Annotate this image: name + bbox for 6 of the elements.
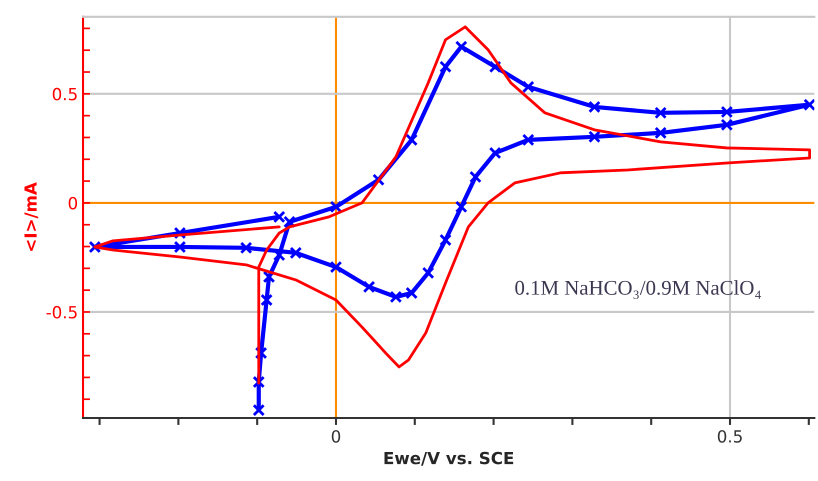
- x-axis-title: Ewe/V vs. SCE: [384, 452, 514, 466]
- y-tick-label: -0.5: [46, 306, 77, 319]
- annotation: 0.1M NaHCO₃/0.9M NaClO₄: [515, 280, 761, 299]
- y-tick-label: 0.5: [52, 88, 77, 100]
- y-tick-label: 0: [68, 196, 78, 210]
- y-axis-title: <I>/mA: [24, 182, 38, 251]
